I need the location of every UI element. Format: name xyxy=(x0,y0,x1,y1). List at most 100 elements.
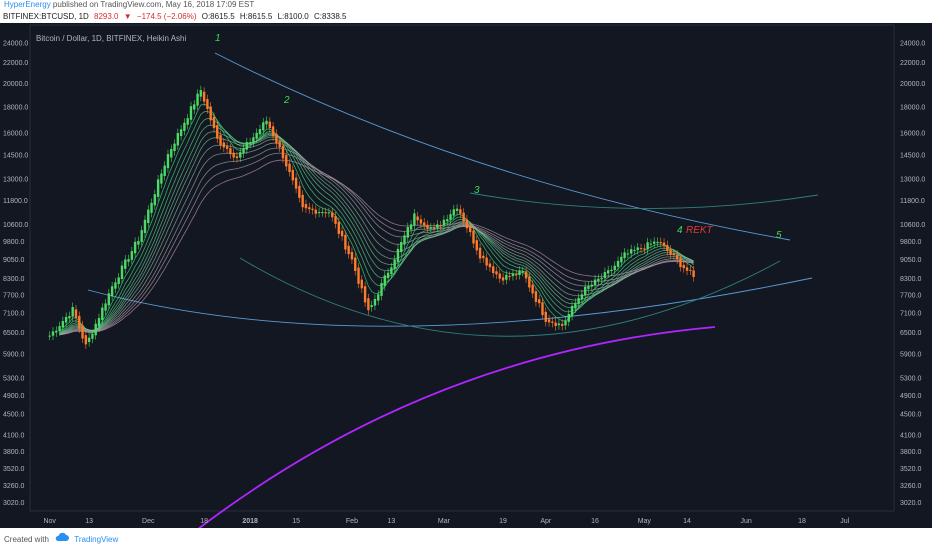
candle-body xyxy=(679,258,682,268)
candle-body xyxy=(51,331,55,336)
y-tick-left-9: 9800.0 xyxy=(3,239,25,246)
last-price: 8293.0 xyxy=(94,12,119,21)
ma200-line xyxy=(179,326,716,544)
candle-body xyxy=(281,145,285,159)
candle-body xyxy=(271,126,275,137)
candle-body xyxy=(317,212,321,214)
candle-body xyxy=(442,219,446,226)
candle-body xyxy=(551,321,554,323)
wave-label-5: 5 xyxy=(776,230,782,241)
candle-body xyxy=(68,316,71,319)
candle-body xyxy=(515,274,518,276)
candle-body xyxy=(235,156,239,159)
tradingview-brand[interactable]: TradingView xyxy=(74,535,119,545)
x-tick-12: May xyxy=(638,518,652,525)
y-tick-left-15: 5900.0 xyxy=(3,352,25,359)
candle-body xyxy=(61,321,65,328)
ribbon-line-7 xyxy=(59,142,694,335)
x-tick-0: Nov xyxy=(43,518,56,525)
candle-body xyxy=(275,133,278,144)
candle-body xyxy=(219,135,222,146)
y-tick-left-22: 3260.0 xyxy=(3,483,25,490)
candle-body xyxy=(643,248,646,250)
candle-body xyxy=(508,276,511,278)
candle-body xyxy=(400,242,403,253)
y-tick-right-20: 3800.0 xyxy=(900,449,922,456)
y-tick-right-5: 14500.0 xyxy=(900,152,925,159)
candle-body xyxy=(153,194,157,206)
candle-body xyxy=(521,271,524,273)
close-value: C:8338.5 xyxy=(313,12,347,21)
y-tick-left-18: 4500.0 xyxy=(3,412,25,419)
candle-body xyxy=(426,224,429,229)
x-tick-7: 13 xyxy=(387,518,395,525)
y-tick-right-4: 16000.0 xyxy=(900,131,925,138)
candle-body xyxy=(140,230,143,242)
candle-body xyxy=(202,91,206,102)
price-chart[interactable]: Bitcoin / Dollar, 1D, BITFINEX, Heikin A… xyxy=(0,23,932,544)
candle-body xyxy=(583,286,587,296)
candle-body xyxy=(294,177,298,189)
candle-body xyxy=(179,129,183,137)
candle-body xyxy=(682,264,685,269)
price-change: −174.5 (−2.06%) xyxy=(136,12,197,21)
plot-frame xyxy=(29,24,895,512)
x-tick-11: 16 xyxy=(591,518,599,525)
candle-body xyxy=(485,257,488,266)
candle-body xyxy=(173,143,176,152)
chart-area[interactable]: Bitcoin / Dollar, 1D, BITFINEX, Heikin A… xyxy=(0,23,932,544)
candle-body xyxy=(538,299,541,304)
candle-body xyxy=(255,132,258,139)
candle-body xyxy=(48,335,51,337)
candle-body xyxy=(209,106,212,121)
candle-body xyxy=(560,323,564,326)
ma-ribbon xyxy=(59,103,694,336)
y-tick-right-22: 3260.0 xyxy=(900,483,922,490)
y-tick-left-5: 14500.0 xyxy=(3,152,28,159)
down-triangle-icon: ▼ xyxy=(123,12,132,21)
candle-body xyxy=(597,278,600,281)
candle-body xyxy=(239,152,242,158)
candle-body xyxy=(357,267,360,284)
candle-body xyxy=(124,259,127,269)
x-tick-15: 18 xyxy=(798,518,806,525)
candle-body xyxy=(616,260,620,267)
ribbon-line-4 xyxy=(59,131,694,335)
candle-body xyxy=(363,286,367,303)
low-value: L:8100.0 xyxy=(277,12,309,21)
candle-body xyxy=(225,146,229,149)
author-link[interactable]: HyperEnergy xyxy=(4,0,51,9)
candle-body xyxy=(419,219,423,224)
candle-body xyxy=(156,179,160,197)
candle-body xyxy=(610,269,613,272)
candle-body xyxy=(81,325,84,339)
y-tick-left-6: 13000.0 xyxy=(3,177,28,184)
candle-body xyxy=(331,212,334,218)
candle-body xyxy=(130,251,134,260)
candle-body xyxy=(55,330,58,333)
candle-body xyxy=(541,302,544,316)
candle-body xyxy=(482,255,485,259)
mid-arc-line xyxy=(469,192,819,209)
candle-body xyxy=(143,219,147,233)
y-tick-left-23: 3020.0 xyxy=(3,500,25,507)
y-tick-right-10: 9050.0 xyxy=(900,257,922,264)
candle-body xyxy=(459,209,462,214)
candle-body xyxy=(409,224,413,230)
x-tick-10: Apr xyxy=(540,518,552,525)
candle-body xyxy=(636,247,639,251)
ribbon-line-3 xyxy=(59,124,694,334)
high-value: H:8615.5 xyxy=(239,12,273,21)
wave-label-3: 3 xyxy=(474,185,480,196)
candle-body xyxy=(74,309,78,319)
candle-body xyxy=(301,194,304,208)
candle-body xyxy=(242,148,245,154)
candle-body xyxy=(186,118,189,125)
y-tick-right-2: 20000.0 xyxy=(900,81,925,88)
candle-body xyxy=(64,316,68,323)
ribbon-line-6 xyxy=(59,138,694,335)
candle-body xyxy=(666,245,669,252)
y-tick-right-19: 4100.0 xyxy=(900,432,922,439)
candle-body xyxy=(577,297,580,305)
candle-body xyxy=(656,241,659,243)
